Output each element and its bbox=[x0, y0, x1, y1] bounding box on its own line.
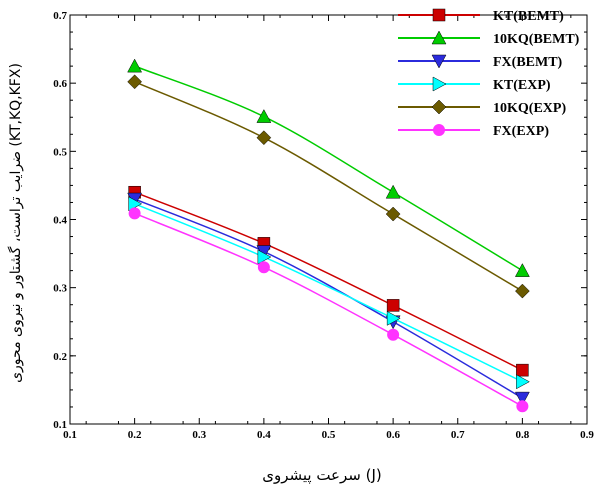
y-tick-label: 0.7 bbox=[53, 10, 67, 22]
data-point bbox=[128, 207, 141, 220]
legend-item: KT(BEMT) bbox=[398, 8, 564, 24]
legend-marker bbox=[431, 99, 447, 115]
series-line bbox=[134, 81, 523, 292]
y-tick-label: 0.5 bbox=[53, 146, 67, 158]
data-point bbox=[385, 206, 401, 222]
data-point bbox=[257, 261, 270, 274]
y-tick-label: 0.4 bbox=[53, 215, 67, 227]
legend-item: KT(EXP) bbox=[398, 76, 551, 93]
legend-item: FX(EXP) bbox=[398, 124, 549, 139]
x-tick-label: 0.1 bbox=[63, 429, 77, 441]
legend-label: 10KQ(EXP) bbox=[493, 101, 566, 116]
x-tick-label: 0.3 bbox=[192, 429, 206, 441]
y-axis-label: ضرایب تراست، گشتاور و نیروی محوری (KT,KQ… bbox=[7, 63, 24, 383]
x-tick-label: 0.2 bbox=[128, 429, 142, 441]
series-3 bbox=[128, 196, 530, 390]
series-line bbox=[134, 212, 523, 407]
legend-item: 10KQ(BEMT) bbox=[398, 30, 580, 47]
data-point bbox=[516, 400, 529, 413]
plot-frame bbox=[69, 14, 588, 425]
legend-label: KT(BEMT) bbox=[493, 9, 564, 24]
data-point bbox=[127, 58, 143, 73]
legend-item: 10KQ(EXP) bbox=[398, 99, 566, 116]
series-1 bbox=[127, 58, 530, 277]
data-point bbox=[514, 263, 530, 277]
x-tick-label: 0.7 bbox=[451, 429, 465, 441]
x-tick-label: 0.4 bbox=[257, 429, 271, 441]
data-point bbox=[516, 363, 529, 377]
legend-marker bbox=[432, 76, 447, 92]
legend-marker bbox=[433, 124, 445, 136]
data-point bbox=[514, 391, 530, 406]
legend-marker bbox=[432, 8, 446, 22]
legend-label: FX(BEMT) bbox=[493, 55, 563, 70]
y-tick-label: 0.1 bbox=[53, 419, 67, 431]
legend-item: FX(BEMT) bbox=[398, 54, 563, 70]
legend-marker bbox=[431, 54, 447, 69]
series-layer bbox=[127, 58, 530, 413]
series-line bbox=[134, 191, 523, 371]
x-axis-label: سرعت پیشروی (J) bbox=[262, 466, 382, 485]
legend: KT(BEMT) 10KQ(BEMT) FX(BEMT) KT(EXP) 10KQ(EX… bbox=[398, 8, 580, 139]
data-point bbox=[386, 299, 400, 312]
series-4 bbox=[127, 74, 530, 299]
y-tick-label: 0.2 bbox=[53, 351, 67, 363]
data-point bbox=[385, 184, 401, 199]
x-tick-label: 0.5 bbox=[322, 429, 336, 441]
plot-border bbox=[69, 14, 588, 425]
series-0 bbox=[128, 185, 529, 377]
data-point bbox=[515, 283, 530, 299]
data-point bbox=[516, 374, 530, 390]
data-point bbox=[386, 310, 401, 326]
data-point bbox=[256, 130, 272, 146]
series-line bbox=[134, 198, 523, 399]
x-tick-label: 0.8 bbox=[516, 429, 530, 441]
data-point bbox=[128, 196, 143, 212]
x-tick-label: 0.6 bbox=[386, 429, 400, 441]
legend-label: KT(EXP) bbox=[493, 78, 551, 93]
legend-marker bbox=[431, 30, 447, 45]
y-tick-label: 0.6 bbox=[53, 78, 67, 90]
series-line bbox=[134, 65, 523, 272]
y-tick-label: 0.3 bbox=[53, 283, 67, 295]
data-point bbox=[127, 74, 142, 90]
legend-label: 10KQ(BEMT) bbox=[493, 32, 580, 47]
x-tick-label: 0.9 bbox=[580, 429, 594, 441]
series-5 bbox=[128, 207, 529, 413]
series-line bbox=[134, 203, 523, 383]
data-point bbox=[256, 109, 272, 123]
axis-ticks: 0.1 0.2 0.3 0.4 0.5 0.6 0.7 0.8 0.9 0.1 0.2 0.3 0.4 0… bbox=[53, 10, 594, 441]
legend-label: FX(EXP) bbox=[493, 124, 549, 139]
data-point bbox=[257, 249, 272, 265]
data-point bbox=[387, 328, 400, 341]
